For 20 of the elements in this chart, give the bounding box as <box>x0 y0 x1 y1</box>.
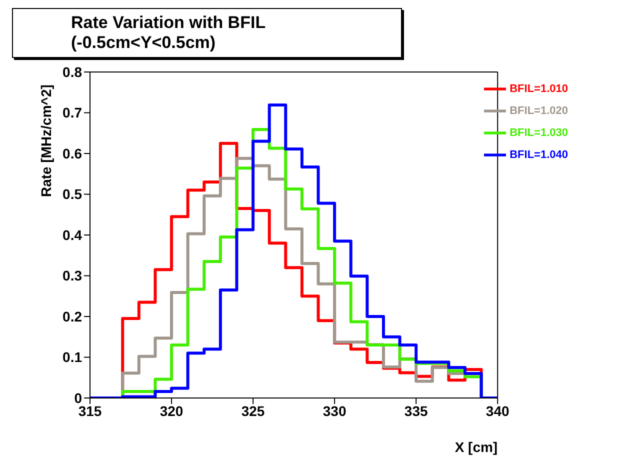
y-tick-label: 0.7 <box>62 104 82 121</box>
y-tick-label: 0.6 <box>62 145 82 162</box>
x-tick-label: 340 <box>486 402 510 419</box>
x-tick-label: 320 <box>160 402 184 419</box>
x-tick-label: 330 <box>322 402 346 419</box>
x-tick-label: 325 <box>241 402 265 419</box>
y-tick-label: 0.8 <box>62 64 82 80</box>
legend-label: BFIL=1.040 <box>510 148 568 161</box>
chart-title: Rate Variation with BFIL (-0.5cm<Y<0.5cm) <box>12 8 402 58</box>
y-tick-label: 0.5 <box>62 186 82 202</box>
legend-label: BFIL=1.020 <box>510 104 568 117</box>
x-axis-title: X [cm] <box>454 439 498 455</box>
legend-label: BFIL=1.030 <box>510 126 568 139</box>
y-axis-title: Rate [MHz/cm^2] <box>38 84 54 197</box>
legend-label: BFIL=1.010 <box>510 82 568 95</box>
y-tick-label: 0.2 <box>62 308 82 324</box>
x-tick-label: 335 <box>404 402 428 419</box>
y-tick-label: 0.4 <box>62 226 82 243</box>
y-tick-label: 0.3 <box>62 268 82 284</box>
y-tick-label: 0.1 <box>62 349 82 366</box>
